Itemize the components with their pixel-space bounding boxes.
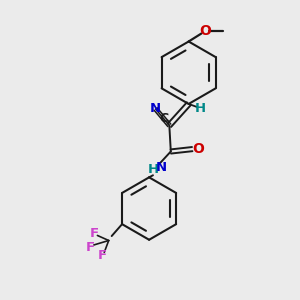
Text: N: N [150, 102, 161, 116]
Text: O: O [199, 24, 211, 38]
Text: F: F [86, 241, 95, 254]
Text: H: H [147, 164, 158, 176]
Text: F: F [98, 249, 107, 262]
Text: H: H [194, 102, 206, 115]
Text: N: N [155, 161, 167, 174]
Text: F: F [90, 227, 99, 241]
Text: C: C [159, 112, 168, 125]
Text: O: O [192, 142, 204, 156]
